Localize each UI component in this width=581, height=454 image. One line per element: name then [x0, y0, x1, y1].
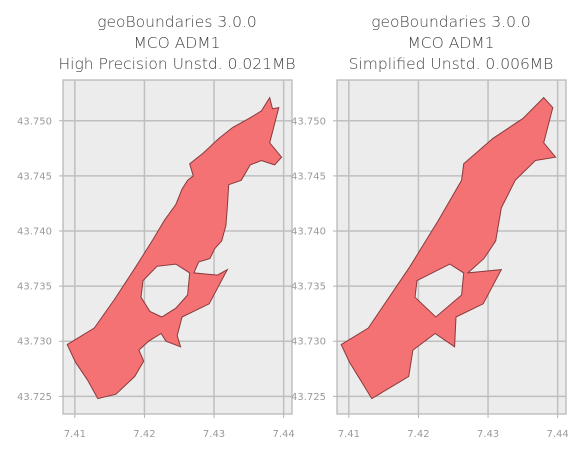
- y-tick-label: 43.725: [291, 392, 326, 403]
- y-tick-label: 43.735: [291, 282, 326, 293]
- map-panel-1: geoBoundaries 3.0.0 MCO ADM1 High Precisio…: [17, 13, 296, 440]
- y-tick-label: 43.730: [291, 337, 326, 348]
- x-tick-label: 7.44: [273, 429, 295, 440]
- boundary-polygon: [66, 96, 283, 400]
- x-tick-label: 7.41: [64, 429, 86, 440]
- x-tick-label: 7.42: [407, 429, 429, 440]
- y-tick-label: 43.745: [17, 171, 52, 182]
- boundary-polygon: [340, 96, 557, 400]
- x-tick-label: 7.44: [547, 429, 569, 440]
- chart-title-line-3: Simplified Unstd. 0.006MB: [349, 55, 554, 73]
- y-tick-label: 43.740: [17, 227, 52, 238]
- x-tick-label: 7.41: [338, 429, 360, 440]
- chart-title-line-1: geoBoundaries 3.0.0: [371, 13, 531, 31]
- chart-title-line-3: High Precision Unstd. 0.021MB: [58, 55, 295, 73]
- y-tick-label: 43.725: [17, 392, 52, 403]
- chart-title-line-2: MCO ADM1: [133, 34, 220, 52]
- y-tick-label: 43.740: [291, 227, 326, 238]
- x-tick-label: 7.43: [477, 429, 499, 440]
- y-tick-label: 43.745: [291, 171, 326, 182]
- chart-title-line-1: geoBoundaries 3.0.0: [97, 13, 257, 31]
- y-tick-label: 43.730: [17, 337, 52, 348]
- map-panel-2: geoBoundaries 3.0.0 MCO ADM1 Simplified Un…: [291, 13, 569, 440]
- chart-title-line-2: MCO ADM1: [407, 34, 494, 52]
- x-tick-label: 7.43: [203, 429, 225, 440]
- y-tick-label: 43.735: [17, 282, 52, 293]
- y-tick-label: 43.750: [291, 116, 326, 127]
- y-tick-label: 43.750: [17, 116, 52, 127]
- x-tick-label: 7.42: [133, 429, 155, 440]
